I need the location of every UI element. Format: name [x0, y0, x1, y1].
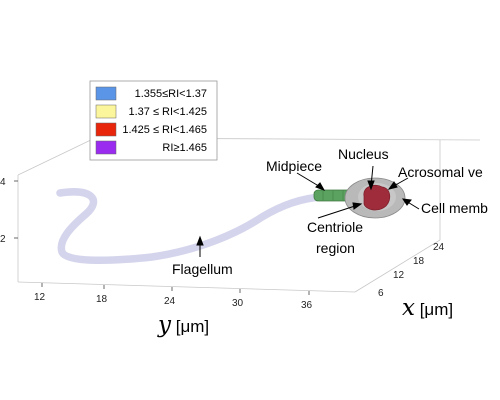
- legend-entry: 1.355≤RI<1.37: [95, 86, 207, 101]
- y-tick-label: 36: [301, 300, 313, 311]
- legend-label: 1.37 ≤ RI<1.425: [128, 106, 207, 118]
- label-midpiece: Midpiece: [266, 158, 322, 174]
- x-tick-label: 12: [393, 270, 405, 281]
- label-cell-membrane: Cell memb: [421, 200, 488, 216]
- legend-label: 1.425 ≤ RI<1.465: [122, 124, 207, 136]
- x-axis-unit: [μm]: [415, 300, 453, 319]
- x-axis: 6 12 18 24 x [μm]: [378, 242, 453, 321]
- nucleus-shape: [363, 184, 391, 211]
- flagellum-shape: [56, 188, 326, 265]
- y-tick-label: 18: [96, 294, 108, 305]
- legend-swatch: [95, 140, 117, 155]
- x-tick-label: 6: [378, 288, 384, 299]
- legend-swatch: [95, 86, 117, 101]
- label-acrosomal-vesicle: Acrosomal ve: [398, 164, 483, 180]
- annotation-arrows: [196, 165, 420, 257]
- x-tick-label: 18: [413, 256, 425, 267]
- legend: 1.355≤RI<1.37 1.37 ≤ RI<1.425 1.425 ≤ RI…: [89, 80, 218, 161]
- label-centriole-region-line1: Centriole: [307, 219, 363, 235]
- y-axis-title: y [μm]: [157, 312, 209, 338]
- z-tick-label: 4: [0, 177, 6, 188]
- z-tick-label: 2: [0, 234, 6, 245]
- legend-label: 1.355≤RI<1.37: [135, 88, 207, 100]
- y-tick-label: 30: [232, 298, 244, 309]
- x-axis-var: x: [402, 295, 415, 321]
- y-axis: 12 18 24 30 36 y [μm]: [34, 283, 313, 338]
- x-axis-title: x [μm]: [402, 295, 453, 321]
- legend-label: RI≥1.465: [162, 142, 207, 154]
- legend-entry: RI≥1.465: [95, 140, 207, 155]
- y-tick-label: 24: [164, 296, 176, 307]
- label-flagellum: Flagellum: [172, 261, 233, 277]
- label-nucleus: Nucleus: [338, 146, 389, 162]
- legend-entry: 1.425 ≤ RI<1.465: [95, 122, 207, 137]
- z-axis: 4 2: [0, 177, 18, 245]
- y-axis-unit: [μm]: [171, 317, 209, 336]
- legend-swatch: [95, 104, 117, 119]
- y-axis-var: y: [157, 312, 172, 338]
- legend-swatch: [95, 122, 117, 137]
- x-tick-label: 24: [433, 242, 445, 253]
- legend-entry: 1.37 ≤ RI<1.425: [95, 104, 207, 119]
- label-centriole-region-line2: region: [316, 240, 355, 256]
- y-tick-label: 12: [34, 292, 46, 303]
